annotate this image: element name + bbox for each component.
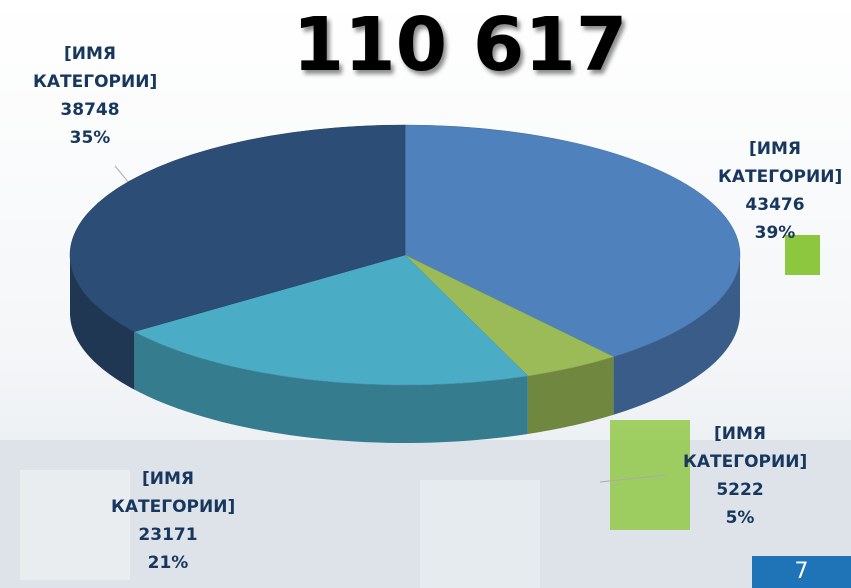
bg-square [420, 480, 540, 588]
data-label: [ИМЯ КАТЕГОРИИ] 23171 21% [83, 465, 253, 577]
pie [69, 124, 741, 443]
page-number: 7 [752, 556, 851, 588]
bg-square [20, 470, 130, 580]
label-value: 43476 [745, 195, 805, 215]
label-category: [ИМЯ КАТЕГОРИИ] [111, 469, 236, 517]
label-value: 38748 [60, 100, 120, 120]
slice [133, 254, 529, 386]
data-label: [ИМЯ КАТЕГОРИИ] 5222 5% [655, 420, 825, 532]
data-label: [ИМЯ КАТЕГОРИИ] 43476 39% [690, 135, 851, 247]
label-percent: 21% [147, 553, 189, 573]
data-label: [ИМЯ КАТЕГОРИИ] 38748 35% [5, 40, 175, 152]
deco-square [785, 235, 820, 275]
slice [404, 124, 741, 357]
label-percent: 35% [69, 128, 111, 148]
label-value: 23171 [138, 525, 198, 545]
leader-line [599, 474, 666, 483]
deco-square [610, 420, 690, 530]
label-category: [ИМЯ КАТЕГОРИИ] [683, 424, 808, 472]
slice-side [134, 331, 528, 443]
label-percent: 5% [725, 508, 755, 528]
label-percent: 39% [754, 223, 796, 243]
slice-side [527, 356, 614, 434]
slice-side [613, 255, 740, 415]
label-value: 5222 [716, 480, 764, 500]
label-category: [ИМЯ КАТЕГОРИИ] [33, 44, 158, 92]
slice [69, 124, 406, 332]
slice-side [70, 255, 135, 390]
label-category: [ИМЯ КАТЕГОРИИ] [718, 139, 843, 187]
chart-title: 110 617 [292, 2, 628, 88]
